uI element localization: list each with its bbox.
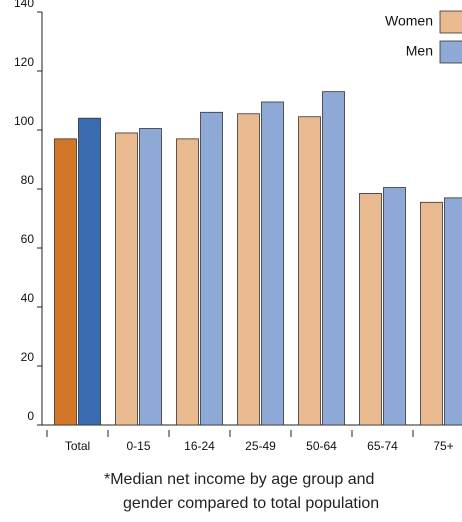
bar	[444, 197, 462, 426]
bar	[261, 101, 284, 426]
y-tick-label: 80	[21, 173, 35, 187]
bar	[383, 187, 406, 426]
bar	[200, 111, 223, 426]
y-tick-label: 60	[21, 232, 35, 246]
x-tick-label: 25-49	[245, 439, 276, 453]
y-tick-label: 120	[14, 55, 34, 69]
bar	[359, 193, 382, 426]
bar	[420, 201, 443, 426]
x-tick-label: 50-64	[306, 439, 337, 453]
bar	[54, 138, 77, 426]
bar	[115, 132, 138, 426]
bar	[139, 128, 162, 426]
y-tick-label: 20	[21, 350, 35, 364]
bar	[78, 117, 101, 426]
y-tick-label: 140	[14, 0, 34, 10]
legend-swatch	[439, 40, 462, 64]
bar	[176, 138, 199, 426]
x-tick-label: 75+	[433, 439, 453, 453]
bar	[322, 91, 345, 426]
footnote: *Median net income by age group and	[104, 471, 374, 488]
y-tick-label: 0	[27, 409, 34, 423]
y-tick-label: 40	[21, 291, 35, 305]
y-tick-label: 100	[14, 114, 34, 128]
bar	[237, 113, 260, 426]
x-tick-label: 0-15	[126, 439, 150, 453]
x-tick-label: Total	[65, 439, 90, 453]
legend-label: Men	[406, 43, 433, 59]
footnote: gender compared to total population	[123, 495, 379, 512]
bar	[298, 116, 321, 426]
x-tick-label: 65-74	[367, 439, 398, 453]
x-tick-label: 16-24	[184, 439, 215, 453]
legend-swatch	[439, 10, 462, 34]
legend-label: Women	[385, 13, 433, 29]
